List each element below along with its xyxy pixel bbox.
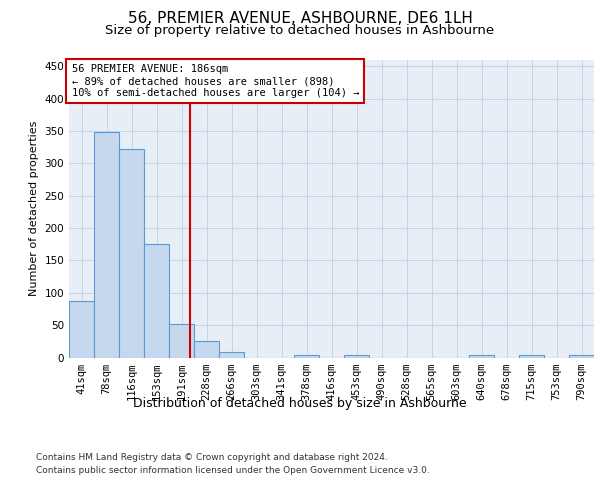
- Text: Distribution of detached houses by size in Ashbourne: Distribution of detached houses by size …: [133, 398, 467, 410]
- Text: 56 PREMIER AVENUE: 186sqm
← 89% of detached houses are smaller (898)
10% of semi: 56 PREMIER AVENUE: 186sqm ← 89% of detac…: [71, 64, 359, 98]
- Bar: [169, 324, 194, 358]
- Bar: [294, 355, 319, 358]
- Bar: [569, 355, 594, 358]
- Text: Contains HM Land Registry data © Crown copyright and database right 2024.: Contains HM Land Registry data © Crown c…: [36, 452, 388, 462]
- Y-axis label: Number of detached properties: Number of detached properties: [29, 121, 39, 296]
- Bar: [69, 300, 94, 358]
- Text: 56, PREMIER AVENUE, ASHBOURNE, DE6 1LH: 56, PREMIER AVENUE, ASHBOURNE, DE6 1LH: [128, 11, 472, 26]
- Bar: [519, 355, 544, 358]
- Bar: [194, 342, 219, 357]
- Bar: [94, 132, 119, 358]
- Bar: [144, 244, 169, 358]
- Text: Size of property relative to detached houses in Ashbourne: Size of property relative to detached ho…: [106, 24, 494, 37]
- Bar: [344, 355, 369, 358]
- Bar: [469, 355, 494, 358]
- Bar: [119, 149, 144, 358]
- Bar: [219, 352, 244, 358]
- Text: Contains public sector information licensed under the Open Government Licence v3: Contains public sector information licen…: [36, 466, 430, 475]
